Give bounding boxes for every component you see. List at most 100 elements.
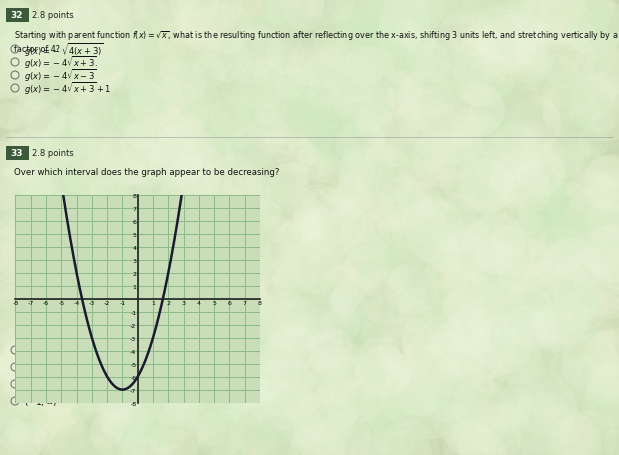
Point (523, 349, 533, 356)
Point (135, 422, 145, 430)
Point (556, 254, 566, 262)
Point (609, 250, 619, 257)
Point (132, 281, 142, 288)
Point (248, 374, 258, 382)
Point (308, 163, 318, 171)
Point (5, 2, 15, 10)
Point (392, 12, 402, 20)
Point (181, 81, 191, 88)
Point (243, 87, 253, 94)
Point (523, 293, 533, 300)
Point (196, 233, 206, 240)
Point (31, 124, 41, 131)
Point (251, 97, 261, 105)
Point (11, 20, 20, 27)
Point (443, 341, 453, 348)
Point (560, 365, 569, 372)
Point (506, 339, 516, 346)
Point (242, 0, 252, 6)
Point (152, 87, 162, 94)
Point (400, 351, 410, 358)
Point (341, 57, 351, 65)
Point (329, 295, 339, 302)
Point (537, 418, 547, 425)
Point (588, 282, 598, 289)
Point (415, 13, 425, 20)
Point (426, 17, 436, 24)
Point (135, 432, 145, 439)
Point (397, 447, 407, 454)
Point (50, 80, 59, 87)
Point (577, 35, 587, 42)
Point (581, 304, 591, 311)
Point (7, 200, 17, 207)
Point (89, 399, 98, 406)
Point (91, 108, 101, 115)
Point (559, 421, 569, 429)
Point (69, 155, 79, 162)
Point (241, 384, 251, 391)
Point (415, 136, 425, 144)
Point (397, 193, 407, 201)
Point (606, 77, 616, 84)
Point (202, 434, 212, 441)
Point (57, 268, 67, 276)
Point (296, 422, 306, 429)
Point (302, 215, 312, 222)
Point (169, 47, 179, 55)
Point (453, 8, 463, 15)
Point (245, 10, 255, 17)
Point (197, 271, 207, 278)
Point (600, 287, 610, 294)
Point (474, 0, 483, 6)
Point (431, 126, 441, 133)
Point (451, 77, 461, 85)
Point (11, 25, 21, 32)
Point (106, 252, 116, 259)
Point (378, 5, 387, 12)
Point (170, 232, 180, 239)
Point (550, 339, 560, 346)
Point (327, 88, 337, 96)
Point (194, 14, 204, 21)
Point (602, 181, 612, 188)
Point (312, 450, 322, 455)
Point (191, 305, 201, 313)
Point (255, 200, 265, 207)
Point (477, 448, 487, 455)
Point (20, 408, 30, 415)
Point (275, 435, 285, 442)
Point (50, 359, 59, 367)
Point (420, 188, 430, 195)
Point (452, 344, 462, 351)
Point (209, 142, 219, 149)
Point (599, 248, 609, 255)
Point (308, 415, 318, 422)
Point (324, 395, 334, 402)
Point (68, 367, 78, 374)
Text: 2.8 points: 2.8 points (32, 149, 74, 157)
Point (71, 273, 80, 280)
Point (360, 62, 370, 70)
Point (586, 361, 596, 369)
Point (266, 373, 275, 380)
Point (480, 146, 490, 153)
Point (226, 379, 236, 387)
Point (98, 248, 108, 255)
Point (54, 337, 64, 344)
Point (167, 393, 177, 400)
Point (254, 27, 264, 34)
Point (63, 24, 72, 31)
Point (9, 357, 19, 364)
Point (411, 58, 421, 66)
Point (172, 151, 182, 158)
Point (404, 447, 414, 455)
Point (478, 412, 488, 420)
Point (217, 308, 227, 315)
Point (481, 266, 491, 273)
Point (502, 132, 512, 140)
Point (51, 340, 61, 348)
Point (433, 331, 443, 338)
Point (554, 317, 564, 324)
Point (66, 441, 76, 448)
